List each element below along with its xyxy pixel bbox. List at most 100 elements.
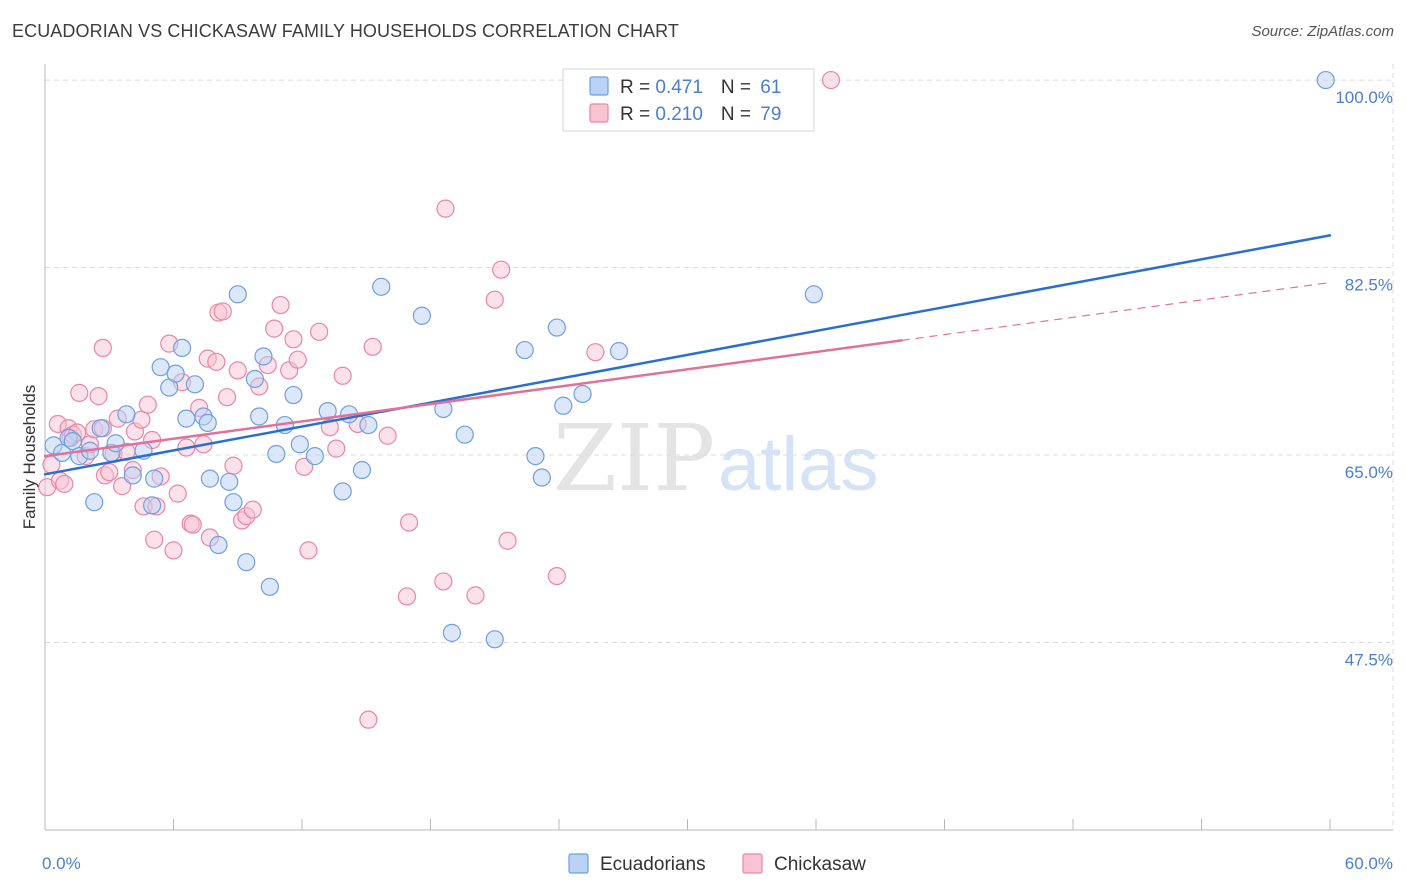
- ecuadorian-point: [547, 318, 566, 337]
- ecuadorian-point: [412, 306, 432, 325]
- y-tick-label: 82.5%: [1345, 276, 1393, 295]
- stats-legend-row-chickasaw: R = 0.210 N = 79: [620, 104, 781, 125]
- ecuadorian-point: [85, 493, 104, 512]
- ecuadorian-point: [532, 468, 551, 487]
- ecuadorian-point: [250, 407, 269, 426]
- ecuadorian-point: [352, 460, 372, 480]
- chickasaw-point: [112, 477, 132, 496]
- chickasaw-point: [397, 587, 417, 606]
- r-label: R =: [620, 104, 655, 125]
- chickasaw-point: [586, 343, 605, 362]
- watermark-zip: ZIP: [553, 405, 715, 512]
- n-label: N =: [721, 104, 756, 125]
- trend-lines: [43, 234, 1332, 476]
- ecuadorian-point: [63, 432, 82, 451]
- chickasaw-point: [333, 366, 352, 385]
- ecuadorian-point: [267, 444, 286, 464]
- ecuadorian-point: [372, 277, 391, 296]
- chickasaw-point: [821, 70, 841, 90]
- chickasaw-trend-line-extension: [901, 281, 1331, 341]
- ecuadorian-point: [554, 396, 573, 415]
- ecuadorian-point: [209, 535, 228, 555]
- stats-legend-row-ecuadorians: R = 0.471 N = 61: [620, 77, 781, 98]
- chickasaw-point: [271, 295, 290, 315]
- ecuadorian-point: [91, 419, 110, 438]
- chickasaw-point: [207, 352, 226, 371]
- chickasaw-point: [284, 330, 303, 349]
- ecuadorian-point: [228, 285, 247, 304]
- ecuadorian-point: [224, 493, 243, 512]
- ecuadorian-point: [198, 413, 217, 432]
- ecuadorian-point: [305, 447, 324, 466]
- chickasaw-point: [145, 530, 164, 549]
- stats-legend: R = 0.471 N = 61 R = 0.210 N = 79: [562, 68, 815, 132]
- chickasaw-point: [243, 500, 262, 519]
- chickasaw-point: [466, 586, 485, 605]
- chickasaw-point: [436, 199, 455, 218]
- ecuadorian-point: [284, 385, 303, 405]
- chickasaw-point: [217, 388, 237, 407]
- chickasaw-point: [55, 474, 74, 494]
- ecuadorian-point: [237, 553, 256, 572]
- chickasaw-point: [213, 302, 232, 321]
- ecuadorian-point: [185, 375, 205, 394]
- chickasaw-point: [265, 319, 284, 338]
- chickasaw-point: [434, 572, 453, 591]
- gridlines: [45, 64, 1394, 830]
- stats-legend-swatch-chickasaw: [589, 103, 609, 123]
- series-legend-swatch-chickasaw: [742, 853, 763, 874]
- chickasaw-point: [547, 566, 566, 586]
- chickasaw-point: [295, 457, 314, 476]
- chickasaw-point: [378, 426, 397, 445]
- chickasaw-point: [168, 484, 187, 503]
- ecuadorian-trend-line: [43, 234, 1332, 476]
- chickasaw-point: [363, 337, 382, 356]
- n-value: 61: [760, 77, 781, 98]
- y-tick-label: 47.5%: [1345, 651, 1393, 670]
- chickasaw-point: [310, 322, 329, 341]
- series-legend: Ecuadorians Chickasaw: [568, 853, 866, 875]
- y-tick-label: 65.0%: [1345, 463, 1393, 482]
- ecuadorian-point: [142, 496, 162, 515]
- ecuadorian-point: [455, 425, 474, 444]
- ecuadorian-point: [526, 447, 545, 466]
- r-value: 0.210: [655, 104, 703, 125]
- chickasaw-point: [100, 463, 119, 482]
- ecuadorian-point: [245, 369, 264, 389]
- chickasaw-point: [359, 710, 378, 729]
- chickasaw-point: [399, 513, 419, 532]
- ecuadorian-point: [166, 364, 185, 383]
- chickasaw-point: [492, 260, 511, 279]
- chickasaw-point: [288, 350, 307, 369]
- chickasaw-point: [228, 361, 247, 380]
- ecuadorian-point: [442, 623, 462, 642]
- x-tick-label: 0.0%: [42, 854, 81, 873]
- chickasaw-point: [164, 541, 183, 560]
- chickasaw-point: [183, 515, 202, 534]
- ecuadorian-point: [609, 342, 629, 361]
- ecuadorian-point: [117, 405, 136, 424]
- chickasaw-point: [89, 387, 108, 406]
- r-label: R =: [620, 77, 655, 98]
- n-value: 79: [760, 104, 781, 125]
- chickasaw-point: [299, 541, 318, 560]
- ecuadorian-point: [260, 577, 279, 596]
- chickasaw-point: [70, 383, 89, 402]
- y-axis-label: Family Households: [20, 385, 39, 530]
- stats-legend-swatch-ecuadorians: [589, 76, 609, 96]
- n-label: N =: [721, 77, 756, 98]
- ecuadorian-point: [177, 409, 196, 428]
- ecuadorian-point: [485, 630, 504, 649]
- chickasaw-point: [93, 338, 112, 358]
- ecuadorian-point: [573, 384, 592, 404]
- chickasaw-point: [485, 290, 504, 309]
- ecuadorian-point: [254, 347, 273, 366]
- ecuadorian-point: [804, 285, 823, 304]
- series-legend-label-ecuadorians: Ecuadorians: [600, 854, 706, 875]
- r-value: 0.471: [655, 77, 703, 98]
- ecuadorian-point: [515, 340, 534, 360]
- ecuadorian-point: [123, 466, 142, 485]
- ecuadorian-point: [145, 469, 164, 488]
- chickasaw-point: [498, 531, 517, 550]
